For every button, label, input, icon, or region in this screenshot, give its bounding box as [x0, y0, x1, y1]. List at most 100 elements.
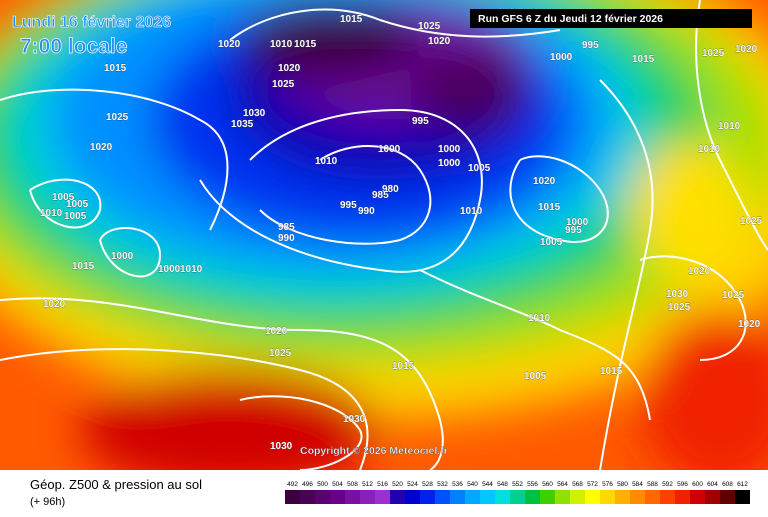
isobar-label: 1000	[111, 251, 134, 262]
legend-swatch	[615, 490, 630, 504]
isobar-label: 1015	[632, 54, 655, 65]
legend-label: 592	[662, 481, 673, 488]
isobar-label: 1010	[270, 39, 293, 50]
legend-swatch	[735, 490, 750, 504]
isobar-label: 995	[582, 40, 599, 51]
legend-label: 612	[737, 481, 748, 488]
legend-label: 552	[512, 481, 523, 488]
isobar-label: 1020	[43, 299, 66, 310]
legend-label: 496	[302, 481, 313, 488]
isobar-label: 1010	[718, 121, 741, 132]
legend-label: 536	[452, 481, 463, 488]
legend-label: 608	[722, 481, 733, 488]
legend-label: 564	[557, 481, 568, 488]
legend-label: 516	[377, 481, 388, 488]
isobar-label: 1005	[64, 211, 87, 222]
legend-swatch	[420, 490, 435, 504]
legend-swatch	[405, 490, 420, 504]
isobar-label: 1015	[72, 261, 95, 272]
legend-swatch	[435, 490, 450, 504]
isobar-label: 1005	[540, 237, 563, 248]
legend-label: 568	[572, 481, 583, 488]
legend-label: 596	[677, 481, 688, 488]
legend-label: 540	[467, 481, 478, 488]
isobar-label: 1020	[218, 39, 241, 50]
isobar-label: 1020	[90, 142, 113, 153]
isobar-label: 1000	[438, 144, 461, 155]
isobar-label: 985	[278, 222, 295, 233]
legend-label: 580	[617, 481, 628, 488]
legend-swatch	[645, 490, 660, 504]
isobar-label: 1025	[106, 112, 129, 123]
legend-label: 600	[692, 481, 703, 488]
legend-label: 584	[632, 481, 643, 488]
run-box	[470, 9, 752, 28]
run-info: Run GFS 6 Z du Jeudi 12 février 2026	[478, 13, 663, 25]
legend-swatch	[630, 490, 645, 504]
isobar-label: 1020	[533, 176, 556, 187]
isobar-label: 1010	[180, 264, 203, 275]
isobar-label: 1000	[438, 158, 461, 169]
isobar-label: 1010	[315, 156, 338, 167]
isobar-label: 1010	[698, 144, 721, 155]
footer-title: Géop. Z500 & pression au sol	[30, 477, 202, 492]
legend-swatch	[510, 490, 525, 504]
legend-label: 508	[347, 481, 358, 488]
legend-swatch	[360, 490, 375, 504]
legend-label: 524	[407, 481, 418, 488]
isobar-label: 985	[372, 190, 389, 201]
isobar-label: 1025	[272, 79, 295, 90]
isobar-label: 1020	[735, 44, 758, 55]
isobar-label: 1000	[550, 52, 573, 63]
footer-lead: (+ 96h)	[30, 496, 65, 508]
isobar-label: 990	[278, 233, 295, 244]
legend-swatch	[315, 490, 330, 504]
legend-label: 576	[602, 481, 613, 488]
isobar-label: 1000	[566, 217, 589, 228]
map-date: Lundi 16 février 2026	[12, 14, 171, 31]
legend-label: 548	[497, 481, 508, 488]
legend-label: 604	[707, 481, 718, 488]
legend-label: 544	[482, 481, 493, 488]
legend-swatch	[525, 490, 540, 504]
legend-swatch	[570, 490, 585, 504]
isobar-label: 1000	[158, 264, 181, 275]
legend-swatch	[300, 490, 315, 504]
legend-swatch	[465, 490, 480, 504]
legend-swatch	[720, 490, 735, 504]
isobar-label: 1020	[428, 36, 451, 47]
isobar-label: 1025	[418, 21, 441, 32]
isobar-label: 1020	[688, 266, 711, 277]
isobar-label: 1015	[340, 14, 363, 25]
isobar-label: 1015	[294, 39, 317, 50]
legend-swatch	[375, 490, 390, 504]
legend-label: 500	[317, 481, 328, 488]
isobar-label: 1030	[243, 108, 266, 119]
legend-swatch	[345, 490, 360, 504]
legend-swatch	[390, 490, 405, 504]
legend: 492 496 500 504 508 512 516 520 524 528 532 536 540 5…	[285, 481, 750, 504]
legend-swatch	[330, 490, 345, 504]
isobar-label: 1010	[40, 208, 63, 219]
field	[0, 0, 768, 470]
isobar-label: 1020	[265, 326, 288, 337]
isobar-label: 1015	[538, 202, 561, 213]
isobar-label: 995	[412, 116, 429, 127]
legend-swatch	[540, 490, 555, 504]
isobar-label: 1025	[702, 48, 725, 59]
isobar-label: 1035	[231, 119, 254, 130]
isobar-label: 1015	[600, 366, 623, 377]
isobar-label: 1025	[740, 216, 763, 227]
legend-label: 492	[287, 481, 298, 488]
legend-label: 572	[587, 481, 598, 488]
isobar-label: 1030	[666, 289, 689, 300]
isobar-label: 990	[358, 206, 375, 217]
legend-label: 532	[437, 481, 448, 488]
isobar-label: 1015	[104, 63, 127, 74]
isobar-label: 1030	[270, 441, 293, 452]
legend-label: 504	[332, 481, 343, 488]
map-time: 7:00 locale	[20, 35, 127, 58]
